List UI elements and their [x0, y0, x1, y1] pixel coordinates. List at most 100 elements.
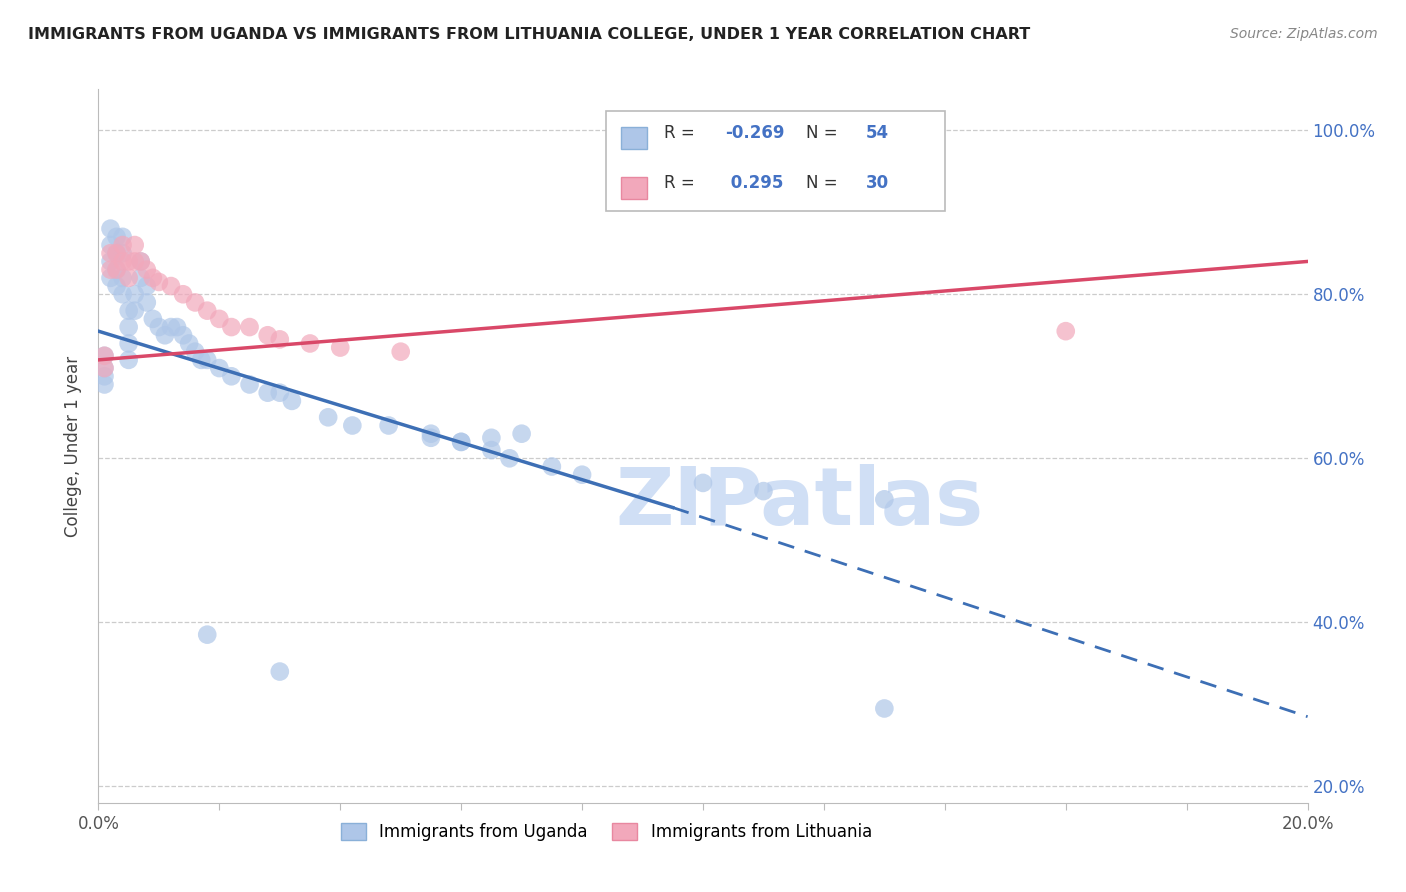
Point: [124, 254, 146, 268]
Point: [100, 238, 122, 252]
Text: 54: 54: [866, 124, 890, 142]
Point: [118, 336, 141, 351]
Point: [221, 369, 243, 384]
Point: [135, 295, 157, 310]
Point: [100, 270, 122, 285]
Point: [172, 287, 194, 301]
Point: [342, 418, 364, 433]
Point: [316, 410, 339, 425]
Point: [160, 320, 183, 334]
Text: R =: R =: [664, 124, 700, 142]
Point: [256, 385, 278, 400]
Text: R =: R =: [664, 174, 700, 192]
Point: [93, 361, 115, 376]
Point: [873, 492, 896, 507]
Point: [148, 320, 170, 334]
Point: [105, 246, 128, 260]
Point: [142, 270, 165, 285]
Point: [93, 349, 115, 363]
Point: [100, 262, 122, 277]
Point: [420, 426, 443, 441]
Point: [105, 262, 128, 277]
Point: [389, 344, 412, 359]
Point: [269, 665, 291, 679]
Text: ZIPatlas: ZIPatlas: [616, 464, 984, 542]
Point: [142, 311, 165, 326]
Text: N =: N =: [806, 124, 842, 142]
Point: [135, 279, 157, 293]
Point: [111, 270, 134, 285]
Text: N =: N =: [806, 174, 842, 192]
FancyBboxPatch shape: [621, 128, 647, 149]
Point: [111, 230, 134, 244]
Point: [160, 279, 183, 293]
Point: [118, 352, 141, 367]
Point: [752, 484, 775, 499]
Point: [208, 311, 231, 326]
Point: [692, 475, 714, 490]
Point: [420, 431, 443, 445]
FancyBboxPatch shape: [621, 178, 647, 199]
Point: [239, 377, 262, 392]
Point: [111, 254, 134, 268]
Text: -0.269: -0.269: [724, 124, 785, 142]
Point: [148, 275, 170, 289]
Point: [105, 230, 128, 244]
Point: [100, 221, 122, 235]
Point: [105, 246, 128, 260]
Point: [93, 349, 115, 363]
Y-axis label: College, Under 1 year: College, Under 1 year: [65, 355, 83, 537]
Point: [299, 336, 322, 351]
Point: [195, 303, 218, 318]
Point: [129, 270, 152, 285]
Point: [281, 393, 304, 408]
Point: [166, 320, 188, 334]
Point: [179, 336, 201, 351]
Point: [256, 328, 278, 343]
Point: [221, 320, 243, 334]
Point: [873, 701, 896, 715]
Legend: Immigrants from Uganda, Immigrants from Lithuania: Immigrants from Uganda, Immigrants from …: [333, 816, 879, 848]
Point: [498, 451, 520, 466]
Point: [118, 270, 141, 285]
Point: [111, 238, 134, 252]
Point: [111, 246, 134, 260]
Point: [510, 426, 533, 441]
Point: [190, 352, 212, 367]
Text: 0.295: 0.295: [724, 174, 783, 192]
FancyBboxPatch shape: [606, 111, 945, 211]
Point: [540, 459, 562, 474]
Point: [481, 431, 503, 445]
Point: [93, 369, 115, 384]
Point: [184, 344, 207, 359]
Point: [100, 246, 122, 260]
Point: [135, 262, 157, 277]
Point: [129, 254, 152, 268]
Point: [118, 254, 141, 268]
Point: [269, 385, 291, 400]
Point: [208, 361, 231, 376]
Point: [124, 287, 146, 301]
Point: [571, 467, 593, 482]
Point: [111, 287, 134, 301]
Point: [100, 254, 122, 268]
Point: [450, 434, 472, 449]
Point: [93, 377, 115, 392]
Point: [813, 180, 835, 194]
Point: [377, 418, 399, 433]
Point: [195, 627, 218, 641]
Point: [129, 254, 152, 268]
Text: Source: ZipAtlas.com: Source: ZipAtlas.com: [1230, 27, 1378, 41]
Point: [239, 320, 262, 334]
Point: [329, 341, 352, 355]
Point: [93, 361, 115, 376]
Point: [124, 303, 146, 318]
Point: [124, 238, 146, 252]
Point: [195, 352, 218, 367]
Text: 30: 30: [866, 174, 890, 192]
Point: [105, 262, 128, 277]
Point: [172, 328, 194, 343]
Point: [481, 443, 503, 458]
Point: [118, 320, 141, 334]
Text: IMMIGRANTS FROM UGANDA VS IMMIGRANTS FROM LITHUANIA COLLEGE, UNDER 1 YEAR CORREL: IMMIGRANTS FROM UGANDA VS IMMIGRANTS FRO…: [28, 27, 1031, 42]
